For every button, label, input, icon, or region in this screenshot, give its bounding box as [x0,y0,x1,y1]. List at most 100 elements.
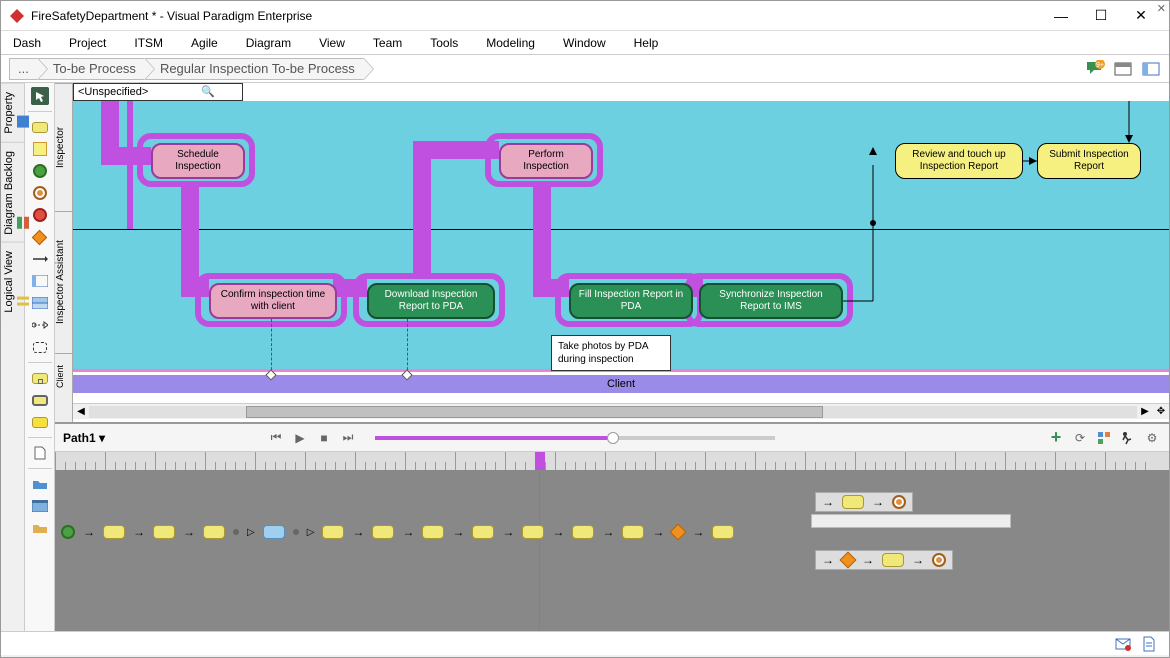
tool-folder-open[interactable] [31,475,49,493]
menu-diagram[interactable]: Diagram [246,36,291,50]
tool-end-event[interactable] [31,206,49,224]
minimize-button[interactable]: — [1041,2,1081,30]
tool-message-flow[interactable] [31,316,49,334]
client-band-label: Client [607,378,635,390]
side-tab-backlog[interactable]: Diagram Backlog [1,142,24,243]
comment-badge-icon[interactable]: 9+ [1085,59,1105,79]
fc4 [533,187,551,279]
animation-panel: ✕ Path1 ▾ ⏮ ▶ ■ ⏭ + ⟳ ⚙ [55,423,1169,631]
anim-settings-button[interactable]: ⚙ [1143,429,1161,447]
window-title: FireSafetyDepartment * - Visual Paradigm… [31,9,1041,23]
anim-run-icon[interactable] [1119,429,1137,447]
breadcrumb: ... To-be Process Regular Inspection To-… [9,58,1085,80]
breadcrumb-item-1[interactable]: To-be Process [38,58,145,80]
tool-start-event[interactable] [31,162,49,180]
tool-folder[interactable] [31,519,49,537]
anim-rewind-button[interactable]: ⏮ [267,429,285,447]
node-fill[interactable]: Fill Inspection Report in PDA [569,283,693,319]
layout-icon[interactable] [1113,59,1133,79]
menu-modeling[interactable]: Modeling [486,36,535,50]
scroll-right[interactable]: ▶ [1137,406,1153,417]
main: Property Diagram Backlog Logical View [1,83,1169,631]
svg-text:9+: 9+ [1096,62,1104,69]
menu-tools[interactable]: Tools [430,36,458,50]
menu-team[interactable]: Team [373,36,402,50]
node-download[interactable]: Download Inspection Report to PDA [367,283,495,319]
anim-close-button[interactable]: ✕ [1157,2,1166,15]
tool-data-object[interactable] [31,444,49,462]
client-band: Client [73,375,1169,393]
tool-sequence-flow[interactable] [31,250,49,268]
note-line2: during inspection [558,353,664,366]
menu-agile[interactable]: Agile [191,36,218,50]
dash-1 [271,319,272,375]
tool-task-highlight[interactable] [31,413,49,431]
tool-window[interactable] [31,497,49,515]
hscrollbar[interactable]: ◀ ▶ ✥ [73,403,1169,419]
tl-sub-ruler [811,514,1011,528]
pool-header[interactable]: <Unspecified> 🔍 [73,83,243,101]
anim-stop-button[interactable]: ■ [315,429,333,447]
lane-labels-col: Inspector Inspector Assistant Client [55,83,73,422]
timeline-playline [539,470,540,631]
tool-cursor[interactable] [31,87,49,105]
tool-group[interactable] [31,338,49,356]
menu-help[interactable]: Help [634,36,659,50]
anim-toolbar: Path1 ▾ ⏮ ▶ ■ ⏭ + ⟳ ⚙ [55,424,1169,452]
lane-label-assistant: Inspector Assistant [55,211,72,353]
doc-icon[interactable] [1141,636,1157,652]
menu-window[interactable]: Window [563,36,606,50]
tool-task-yellow[interactable] [31,118,49,136]
fc1 [181,187,199,279]
tool-call-activity[interactable] [31,391,49,409]
anim-refresh-button[interactable]: ⟳ [1071,429,1089,447]
menu-itsm[interactable]: ITSM [134,36,163,50]
thin-arrows [843,143,1043,303]
close-button[interactable]: ✕ [1121,2,1161,30]
scroll-thumb[interactable] [246,406,822,418]
tool-gateway[interactable] [31,228,49,246]
tool-intermediate-event[interactable] [31,184,49,202]
statusbar [1,631,1169,655]
menu-view[interactable]: View [319,36,345,50]
side-tab-property[interactable]: Property [1,83,24,142]
menu-project[interactable]: Project [69,36,106,50]
menu-dash[interactable]: Dash [13,36,41,50]
scroll-pan-icon[interactable]: ✥ [1153,406,1169,417]
tl-start [61,525,75,539]
canvas[interactable]: Client <Unspecified> 🔍 [73,83,1169,403]
canvas-wrap[interactable]: Client <Unspecified> 🔍 [73,83,1169,422]
mail-icon[interactable] [1115,636,1131,652]
panel-icon[interactable] [1141,59,1161,79]
anim-slider[interactable] [375,436,775,440]
side-tabs: Property Diagram Backlog Logical View [1,83,25,631]
tool-lane[interactable] [31,294,49,312]
node-sync[interactable]: Synchronize Inspection Report to IMS [699,283,843,319]
maximize-button[interactable]: ☐ [1081,2,1121,30]
timeline-ruler[interactable] [55,452,1169,470]
anim-timeline[interactable]: → → → ▷ ▷ → → → → → → → → → → [55,452,1169,631]
tl-row-branch1: → → [815,492,913,512]
scroll-left[interactable]: ◀ [73,406,89,417]
anim-play-button[interactable]: ▶ [291,429,309,447]
breadcrumb-item-2[interactable]: Regular Inspection To-be Process [145,58,364,80]
anim-forward-button[interactable]: ⏭ [339,429,357,447]
tool-pool[interactable] [31,272,49,290]
tl-row-main: → → → ▷ ▷ → → → → → → → → [61,522,734,542]
anim-path-selector[interactable]: Path1 ▾ [63,431,105,445]
fc1b [181,279,209,297]
timeline-playhead[interactable] [535,452,545,470]
node-schedule[interactable]: Schedule Inspection [151,143,245,179]
node-confirm[interactable]: Confirm inspection time with client [209,283,337,319]
lane-label-inspector: Inspector [55,83,72,211]
anim-add-button[interactable]: + [1047,429,1065,447]
annotation-note[interactable]: Take photos by PDA during inspection [551,335,671,371]
node-perform[interactable]: Perform Inspection [499,143,593,179]
breadcrumb-root[interactable]: ... [9,58,38,80]
side-tab-logical[interactable]: Logical View [1,242,24,321]
dash-2 [407,319,408,375]
fc4b [533,279,569,297]
anim-options-icon[interactable] [1095,429,1113,447]
tool-subprocess[interactable] [31,369,49,387]
tool-sticky[interactable] [31,140,49,158]
